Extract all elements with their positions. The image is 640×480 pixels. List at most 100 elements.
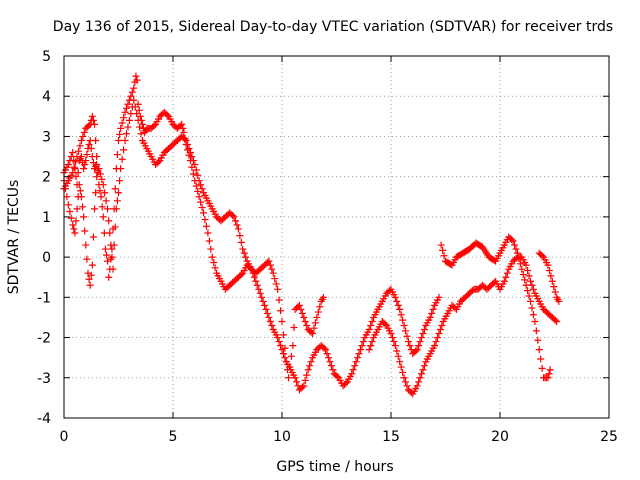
- data-point-series-1: [261, 301, 269, 309]
- data-point-series-1: [508, 236, 516, 244]
- data-point-series-2: [81, 161, 89, 169]
- data-point-series-1: [529, 311, 537, 319]
- data-point-series-2: [88, 261, 96, 269]
- y-tick-label: 0: [42, 250, 51, 266]
- data-point-series-1: [127, 92, 135, 100]
- data-point-series-2: [311, 319, 319, 327]
- data-point-series-1: [85, 122, 93, 130]
- data-point-series-1: [342, 379, 350, 387]
- data-point-series-2: [272, 280, 280, 288]
- data-point-series-2: [104, 205, 112, 213]
- data-point-series-2: [390, 338, 398, 346]
- data-point-series-2: [553, 317, 561, 325]
- data-point-series-2: [432, 338, 440, 346]
- data-point-series-1: [79, 132, 87, 140]
- data-point-series-2: [72, 217, 80, 225]
- data-point-series-2: [82, 241, 90, 249]
- data-point-series-1: [291, 374, 299, 382]
- data-point-series-2: [184, 140, 192, 148]
- y-tick-label: -2: [37, 331, 51, 347]
- data-point-series-1: [253, 281, 261, 289]
- data-point-series-2: [67, 153, 75, 161]
- data-point-series-1: [420, 326, 428, 334]
- data-point-series-1: [266, 317, 274, 325]
- data-point-series-1: [322, 346, 330, 354]
- data-point-series-1: [180, 128, 188, 136]
- data-point-series-2: [120, 146, 128, 154]
- data-point-series-2: [290, 324, 298, 331]
- data-point-series-2: [435, 330, 443, 338]
- data-point-series-1: [77, 136, 85, 144]
- data-point-series-2: [85, 275, 93, 283]
- data-point-series-1: [115, 136, 122, 144]
- data-point-series-1: [356, 346, 364, 354]
- data-point-series-2: [185, 145, 193, 153]
- data-point-series-2: [125, 116, 133, 124]
- data-point-series-2: [109, 265, 117, 273]
- data-point-series-1: [524, 287, 532, 295]
- data-point-series-2: [307, 328, 315, 336]
- data-point-series-2: [265, 257, 273, 265]
- data-point-series-1: [419, 330, 427, 338]
- data-point-series-2: [418, 370, 426, 378]
- data-point-series-2: [393, 347, 401, 355]
- data-point-series-2: [436, 326, 444, 334]
- data-point-series-1: [538, 364, 546, 372]
- data-point-series-2: [289, 342, 297, 350]
- data-point-series-2: [229, 212, 237, 220]
- data-point-series-1: [263, 309, 271, 317]
- data-point-series-2: [106, 229, 114, 237]
- data-point-series-1: [307, 358, 315, 366]
- data-point-series-1: [105, 273, 113, 281]
- data-point-series-1: [546, 366, 554, 374]
- data-point-series-2: [545, 267, 553, 275]
- data-point-series-1: [200, 209, 208, 217]
- data-point-series-2: [416, 374, 424, 382]
- data-point-series-2: [83, 151, 91, 159]
- data-point-series-2: [118, 155, 126, 163]
- data-point-series-2: [134, 116, 142, 124]
- x-tick-label: 15: [382, 429, 400, 445]
- data-point-series-2: [316, 303, 324, 311]
- data-markers: [60, 72, 563, 398]
- data-point-series-2: [188, 153, 196, 161]
- data-point-series-2: [295, 301, 303, 309]
- data-point-series-1: [211, 264, 219, 272]
- data-point-series-1: [179, 124, 187, 132]
- data-point-series-1: [275, 338, 283, 346]
- data-point-series-2: [186, 149, 194, 157]
- data-point-series-1: [210, 258, 218, 266]
- data-point-series-2: [281, 344, 289, 352]
- data-point-series-2: [367, 342, 375, 350]
- x-axis-label: GPS time / hours: [276, 459, 393, 475]
- data-point-series-2: [115, 189, 122, 197]
- data-point-series-2: [365, 346, 373, 354]
- data-point-series-2: [137, 130, 145, 138]
- data-point-series-1: [528, 304, 536, 312]
- data-point-series-1: [116, 130, 124, 138]
- y-tick-label: -4: [37, 411, 51, 427]
- data-point-series-1: [198, 204, 206, 212]
- data-point-series-2: [502, 273, 510, 281]
- data-point-series-2: [87, 145, 95, 153]
- x-tick-label: 10: [273, 429, 291, 445]
- data-point-series-1: [394, 301, 402, 309]
- data-point-series-1: [75, 147, 83, 155]
- data-point-series-1: [268, 321, 276, 329]
- axis-ticks: 0 5 10 15 20 25 -4 -3 -2 -1 0 1 2 3 4 5: [37, 49, 618, 445]
- data-point-series-1: [400, 321, 408, 329]
- data-point-series-1: [519, 271, 527, 279]
- data-point-series-1: [527, 297, 535, 305]
- data-point-series-2: [96, 170, 104, 178]
- data-point-series-2: [527, 277, 535, 285]
- x-tick-label: 20: [491, 429, 509, 445]
- data-point-series-2: [61, 185, 69, 193]
- data-point-series-2: [286, 363, 294, 371]
- data-point-series-1: [205, 237, 213, 245]
- y-axis-label: SDTVAR / TECUs: [6, 180, 22, 295]
- data-point-series-2: [64, 161, 72, 169]
- data-point-series-2: [397, 363, 405, 371]
- data-point-series-2: [400, 374, 408, 382]
- data-point-series-1: [399, 316, 407, 324]
- data-point-series-1: [429, 305, 437, 313]
